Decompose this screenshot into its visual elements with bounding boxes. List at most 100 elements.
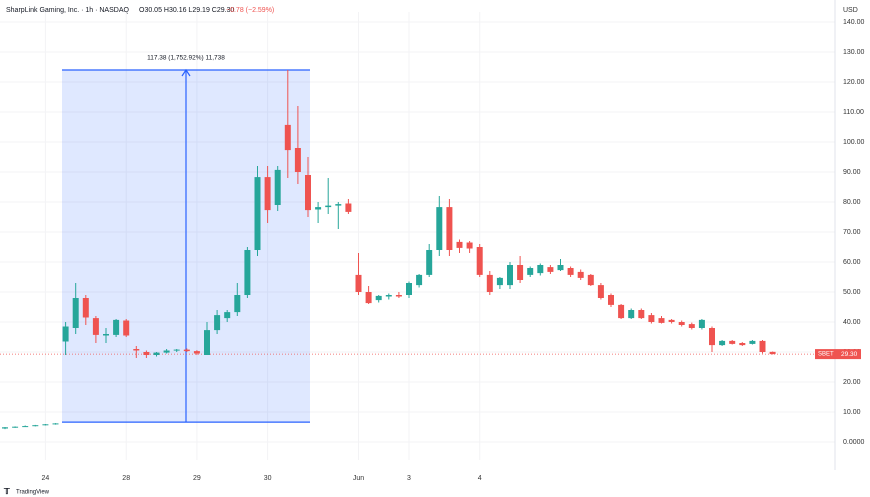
y-tick-label: 100.00 xyxy=(843,139,865,146)
candle-body xyxy=(668,319,675,322)
candle-body xyxy=(82,298,89,318)
candle-body xyxy=(62,326,69,342)
x-tick-label: 28 xyxy=(122,475,130,482)
candle-body xyxy=(103,334,109,336)
candle-body xyxy=(12,426,19,428)
candle-body xyxy=(608,295,614,305)
candle-body xyxy=(749,340,756,344)
candle-body xyxy=(52,423,59,425)
y-tick-label: 40.00 xyxy=(843,319,861,326)
candle-body xyxy=(315,207,322,210)
candle-body xyxy=(133,349,140,351)
candle-body xyxy=(395,295,402,297)
candle-body xyxy=(709,328,715,346)
last-price-symbol: SBET xyxy=(818,352,834,358)
candle-body xyxy=(113,319,120,335)
candle-body xyxy=(739,343,746,346)
candle-body xyxy=(476,247,483,275)
candle-body xyxy=(123,320,130,336)
candle-body xyxy=(416,274,423,286)
candle-body xyxy=(719,340,726,346)
candle-body xyxy=(375,295,382,301)
candle-body xyxy=(658,318,665,323)
y-tick-label: 70.00 xyxy=(843,229,861,236)
candle-body xyxy=(385,295,392,297)
currency-label: USD xyxy=(843,7,858,14)
candle-body xyxy=(163,350,170,353)
measure-label: 117.38 (1,752.92%) 11,738 xyxy=(147,55,225,62)
candle-body xyxy=(72,298,79,328)
candle-body xyxy=(183,349,190,352)
x-tick-label: 4 xyxy=(478,475,482,482)
candle-body xyxy=(42,424,49,426)
candle-body xyxy=(22,426,29,428)
candle-body xyxy=(274,169,281,205)
y-tick-label: 20.00 xyxy=(843,379,861,386)
candle-body xyxy=(264,177,271,211)
candle-body xyxy=(426,250,433,275)
candle-body xyxy=(628,310,635,319)
candle-body xyxy=(294,148,301,172)
candle-body xyxy=(345,203,352,212)
candle-body xyxy=(436,207,443,250)
x-tick-label: 29 xyxy=(193,475,201,482)
candle-body xyxy=(355,274,362,292)
candle-body xyxy=(597,285,604,298)
candle-body xyxy=(688,324,695,328)
candle-body xyxy=(365,292,372,304)
candle-body xyxy=(456,241,463,248)
y-tick-label: 0.0000 xyxy=(843,439,865,446)
candle-body xyxy=(173,349,180,351)
y-tick-label: 50.00 xyxy=(843,289,861,296)
chart-title: SharpLink Gaming, Inc. · 1h · NASDAQ xyxy=(6,7,129,14)
y-tick-label: 120.00 xyxy=(843,79,865,86)
candle-body xyxy=(153,352,160,355)
candle-body xyxy=(214,315,221,331)
candle-body xyxy=(567,268,574,275)
candle-body xyxy=(325,205,332,208)
x-tick-label: 30 xyxy=(264,475,272,482)
y-tick-label: 10.00 xyxy=(843,409,861,416)
ohlc-readout: O30.05 H30.16 L29.19 C29.30 xyxy=(139,7,234,14)
candle-body xyxy=(234,295,241,313)
candle-body xyxy=(496,277,503,286)
candle-body xyxy=(335,204,342,206)
y-tick-label: 90.00 xyxy=(843,169,861,176)
candle-body xyxy=(587,274,594,286)
x-tick-label: 24 xyxy=(42,475,50,482)
candle-body xyxy=(577,271,584,278)
y-tick-label: 60.00 xyxy=(843,259,861,266)
candle-body xyxy=(446,207,453,250)
candle-body xyxy=(244,250,251,295)
candle-body xyxy=(517,265,524,280)
y-tick-label: 80.00 xyxy=(843,199,861,206)
candle-body xyxy=(2,427,8,429)
candle-body xyxy=(759,340,766,352)
candle-body xyxy=(527,268,534,275)
candle-body xyxy=(32,425,39,427)
brand: TradingView xyxy=(16,490,50,496)
candle-body xyxy=(486,274,493,292)
candle-body xyxy=(618,304,625,319)
y-tick-label: 130.00 xyxy=(843,49,865,56)
candle-body xyxy=(254,177,261,250)
candle-body xyxy=(698,319,705,328)
candle-body xyxy=(92,318,99,335)
last-price-label: 29.30 xyxy=(841,351,858,358)
candle-body xyxy=(224,312,231,319)
last-price-badge xyxy=(815,349,861,360)
candle-body xyxy=(406,283,412,295)
candle-body xyxy=(769,351,776,355)
candle-body xyxy=(193,351,200,354)
candle-body xyxy=(284,124,291,151)
change-readout: −0.78 (−2.59%) xyxy=(226,7,274,14)
candle-body xyxy=(678,322,685,325)
candle-body xyxy=(507,265,513,286)
candle-body xyxy=(729,340,736,344)
candle-body xyxy=(537,265,544,274)
candle-body xyxy=(547,267,554,272)
candle-body xyxy=(204,330,210,355)
candle-body xyxy=(466,242,473,249)
